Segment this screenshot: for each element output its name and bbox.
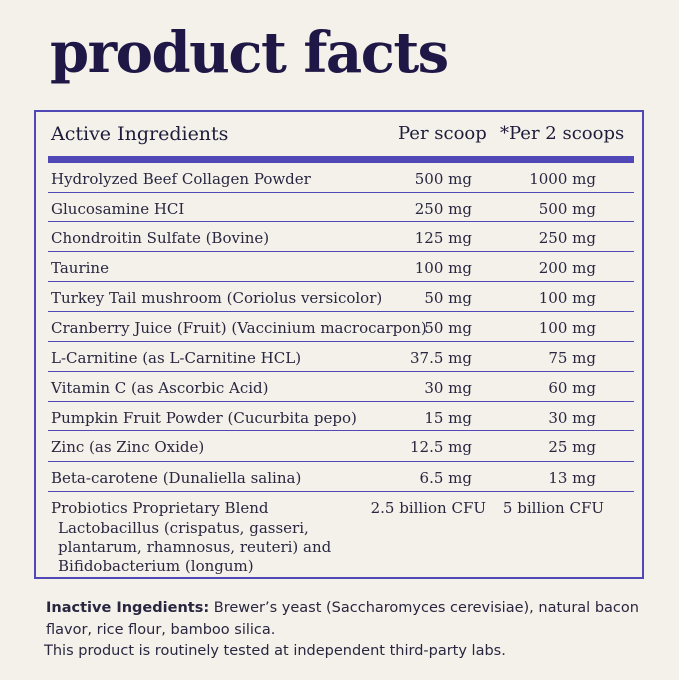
per-2-scoops-value: 250 mg <box>538 229 596 247</box>
ingredient-name: Turkey Tail mushroom (Coriolus versicolo… <box>51 289 383 307</box>
strain-line: Bifidobacterium (longum) <box>58 557 254 575</box>
per-scoop-value: 30 mg <box>424 379 472 397</box>
per-2-scoops-value: 13 mg <box>548 469 596 487</box>
table-row: Beta-carotene (Dunaliella salina) 6.5 mg… <box>48 462 634 492</box>
per-scoop-value: 37.5 mg <box>410 349 472 367</box>
table-row: Vitamin C (as Ascorbic Acid) 30 mg 60 mg <box>48 372 634 402</box>
per-2-scoops-value: 30 mg <box>548 409 596 427</box>
header-per-scoop: Per scoop <box>398 123 487 144</box>
ingredient-name: Beta-carotene (Dunaliella salina) <box>51 469 302 487</box>
header-per-2-scoops: *Per 2 scoops <box>500 123 625 144</box>
per-scoop-value: 15 mg <box>424 409 472 427</box>
strain-line: Lactobacillus (crispatus, gasseri, <box>58 519 309 537</box>
inactive-label: Inactive Ingedients: <box>46 600 210 616</box>
table-row: Hydrolyzed Beef Collagen Powder 500 mg 1… <box>48 163 634 193</box>
per-scoop-value: 6.5 mg <box>419 469 472 487</box>
table-row-probiotics: Probiotics Proprietary Blend 2.5 billion… <box>48 492 634 577</box>
table-row: L-Carnitine (as L-Carnitine HCL) 37.5 mg… <box>48 342 634 372</box>
ingredient-name: L-Carnitine (as L-Carnitine HCL) <box>51 349 302 367</box>
inactive-text: Brewer’s yeast (Saccharomyces cerevisiae… <box>46 600 639 638</box>
ingredient-name: Taurine <box>51 259 109 277</box>
probiotic-strains: Lactobacillus (crispatus, gasseri, plant… <box>58 519 331 576</box>
per-scoop-value: 250 mg <box>414 200 472 218</box>
ingredient-name: Chondroitin Sulfate (Bovine) <box>51 229 270 247</box>
per-2-scoops-value: 200 mg <box>538 259 596 277</box>
per-2-scoops-value: 75 mg <box>548 349 596 367</box>
testing-note: This product is routinely tested at inde… <box>44 643 506 659</box>
ingredient-name: Pumpkin Fruit Powder (Cucurbita pepo) <box>51 409 357 427</box>
table-row: Cranberry Juice (Fruit) (Vaccinium macro… <box>48 312 634 342</box>
table-row: Zinc (as Zinc Oxide) 12.5 mg 25 mg <box>48 431 634 462</box>
ingredient-name: Vitamin C (as Ascorbic Acid) <box>51 379 269 397</box>
ingredient-name: Hydrolyzed Beef Collagen Powder <box>51 170 311 188</box>
per-2-scoops-value: 25 mg <box>548 438 596 456</box>
per-scoop-value: 500 mg <box>414 170 472 188</box>
ingredient-name: Glucosamine HCI <box>51 200 185 218</box>
inactive-ingredients: Inactive Ingedients: Brewer’s yeast (Sac… <box>46 598 656 641</box>
per-2-scoops-value: 100 mg <box>538 319 596 337</box>
header-active-ingredients: Active Ingredients <box>51 123 229 145</box>
per-scoop-value: 2.5 billion CFU <box>370 499 486 517</box>
per-scoop-value: 100 mg <box>414 259 472 277</box>
table-row: Glucosamine HCI 250 mg 500 mg <box>48 193 634 222</box>
per-scoop-value: 50 mg <box>424 289 472 307</box>
per-scoop-value: 125 mg <box>414 229 472 247</box>
page-title: product facts <box>50 20 449 86</box>
ingredient-name: Cranberry Juice (Fruit) (Vaccinium macro… <box>51 319 427 337</box>
strain-line: plantarum, rhamnosus, reuteri) and <box>58 538 332 556</box>
per-scoop-value: 50 mg <box>424 319 472 337</box>
per-2-scoops-value: 5 billion CFU <box>502 499 604 517</box>
per-2-scoops-value: 500 mg <box>538 200 596 218</box>
per-2-scoops-value: 100 mg <box>538 289 596 307</box>
table-row: Pumpkin Fruit Powder (Cucurbita pepo) 15… <box>48 402 634 431</box>
table-row: Turkey Tail mushroom (Coriolus versicolo… <box>48 282 634 312</box>
footer-notes: Inactive Ingedients: Brewer’s yeast (Sac… <box>44 598 656 663</box>
per-scoop-value: 12.5 mg <box>410 438 472 456</box>
table-row: Taurine 100 mg 200 mg <box>48 252 634 282</box>
facts-table: Active Ingredients Per scoop *Per 2 scoo… <box>34 110 644 579</box>
per-2-scoops-value: 1000 mg <box>529 170 596 188</box>
table-row: Chondroitin Sulfate (Bovine) 125 mg 250 … <box>48 222 634 252</box>
ingredient-name: Zinc (as Zinc Oxide) <box>51 438 205 456</box>
per-2-scoops-value: 60 mg <box>548 379 596 397</box>
table-header: Active Ingredients Per scoop *Per 2 scoo… <box>48 112 634 163</box>
ingredient-name: Probiotics Proprietary Blend <box>51 499 269 517</box>
